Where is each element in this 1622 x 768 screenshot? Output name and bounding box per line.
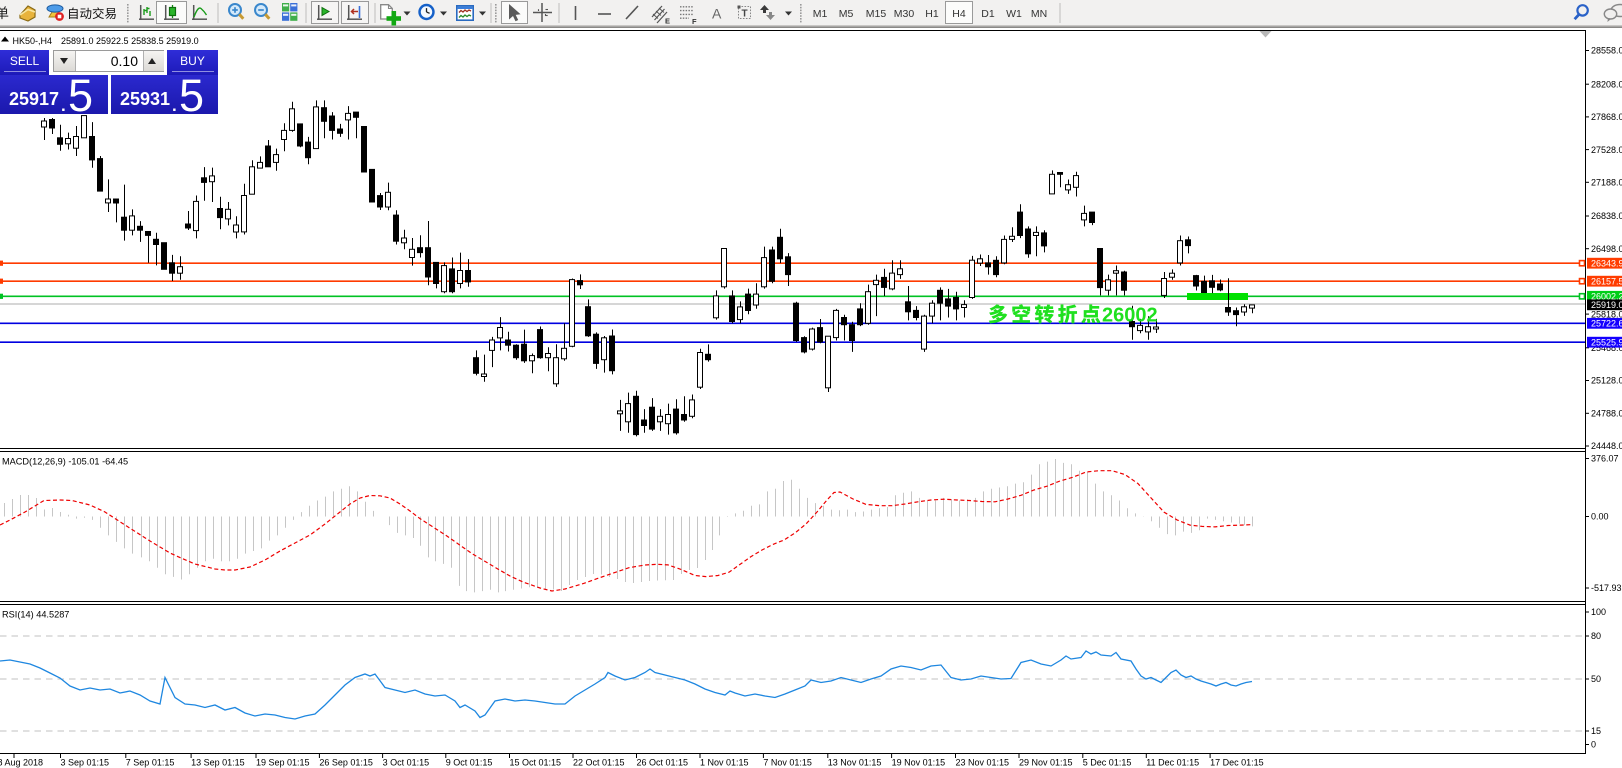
svg-text:0: 0 [1591, 740, 1596, 750]
svg-text:0.00: 0.00 [1591, 512, 1609, 522]
svg-text:26002: 26002 [1102, 305, 1158, 327]
svg-text:15: 15 [1591, 726, 1601, 736]
svg-text:27868.0: 27868.0 [1591, 112, 1622, 122]
svg-text:13 Nov 01:15: 13 Nov 01:15 [828, 758, 882, 768]
svg-text:A: A [712, 6, 722, 22]
svg-text:80: 80 [1591, 631, 1601, 641]
svg-text:24788.0: 24788.0 [1591, 409, 1622, 419]
svg-text:RSI(14) 44.5287: RSI(14) 44.5287 [2, 610, 69, 620]
svg-text:25919.0: 25919.0 [1591, 300, 1622, 310]
svg-text:26498.0: 26498.0 [1591, 244, 1622, 254]
svg-text:3 Oct 01:15: 3 Oct 01:15 [383, 758, 430, 768]
svg-text:25468.0: 25468.0 [1591, 343, 1622, 353]
svg-text:M1: M1 [813, 8, 828, 20]
svg-text:3 Sep 01:15: 3 Sep 01:15 [61, 758, 110, 768]
svg-text:50: 50 [1591, 674, 1601, 684]
svg-text:HK50-,H4: HK50-,H4 [13, 36, 53, 46]
svg-text:M15: M15 [866, 8, 887, 20]
svg-text:100: 100 [1591, 607, 1606, 617]
svg-text:19 Sep 01:15: 19 Sep 01:15 [256, 758, 310, 768]
svg-text:H1: H1 [925, 8, 939, 20]
svg-text:D1: D1 [981, 8, 995, 20]
svg-text:F: F [692, 17, 697, 26]
svg-text:27528.0: 27528.0 [1591, 145, 1622, 155]
svg-text:7 Sep 01:15: 7 Sep 01:15 [126, 758, 175, 768]
svg-text:25818.0: 25818.0 [1591, 309, 1622, 319]
svg-text:W1: W1 [1006, 8, 1022, 20]
svg-text:28558.0: 28558.0 [1591, 46, 1622, 56]
svg-text:25525.9: 25525.9 [1591, 338, 1622, 348]
svg-text:28208.0: 28208.0 [1591, 79, 1622, 89]
svg-text:7 Nov 01:15: 7 Nov 01:15 [763, 758, 812, 768]
svg-text:24448.0: 24448.0 [1591, 441, 1622, 451]
svg-text:M5: M5 [839, 8, 854, 20]
svg-text:T: T [742, 9, 748, 20]
svg-text:11 Dec 01:15: 11 Dec 01:15 [1146, 758, 1199, 768]
svg-text:9 Oct 01:15: 9 Oct 01:15 [446, 758, 493, 768]
svg-text:26838.0: 26838.0 [1591, 211, 1622, 221]
svg-text:27188.0: 27188.0 [1591, 178, 1622, 188]
svg-text:E: E [665, 17, 670, 26]
svg-text:M30: M30 [894, 8, 915, 20]
svg-text:H4: H4 [952, 8, 966, 20]
svg-text:25891.0 25922.5 25838.5 25919.: 25891.0 25922.5 25838.5 25919.0 [61, 36, 199, 46]
svg-text:22 Oct 01:15: 22 Oct 01:15 [573, 758, 625, 768]
svg-text:25128.0: 25128.0 [1591, 376, 1622, 386]
svg-text:8 Aug 2018: 8 Aug 2018 [0, 758, 43, 768]
svg-text:25722.6: 25722.6 [1591, 319, 1622, 329]
svg-text:23 Nov 01:15: 23 Nov 01:15 [956, 758, 1010, 768]
svg-text:26157.5: 26157.5 [1591, 277, 1622, 287]
svg-text:13 Sep 01:15: 13 Sep 01:15 [191, 758, 245, 768]
svg-text:-517.93: -517.93 [1591, 583, 1622, 593]
svg-text:5 Dec 01:15: 5 Dec 01:15 [1083, 758, 1132, 768]
svg-text:376.07: 376.07 [1591, 454, 1619, 464]
svg-text:1 Nov 01:15: 1 Nov 01:15 [700, 758, 749, 768]
svg-text:MN: MN [1031, 8, 1047, 20]
svg-text:26 Sep 01:15: 26 Sep 01:15 [319, 758, 373, 768]
svg-text:15 Oct 01:15: 15 Oct 01:15 [510, 758, 562, 768]
svg-text:26 Oct 01:15: 26 Oct 01:15 [637, 758, 689, 768]
svg-text:26002.2: 26002.2 [1591, 292, 1622, 302]
svg-text:19 Nov 01:15: 19 Nov 01:15 [892, 758, 946, 768]
svg-text:26343.9: 26343.9 [1591, 259, 1622, 269]
svg-text:17 Dec 01:15: 17 Dec 01:15 [1210, 758, 1264, 768]
svg-text:29 Nov 01:15: 29 Nov 01:15 [1019, 758, 1073, 768]
svg-text:MACD(12,26,9) -105.01 -64.45: MACD(12,26,9) -105.01 -64.45 [2, 457, 128, 467]
